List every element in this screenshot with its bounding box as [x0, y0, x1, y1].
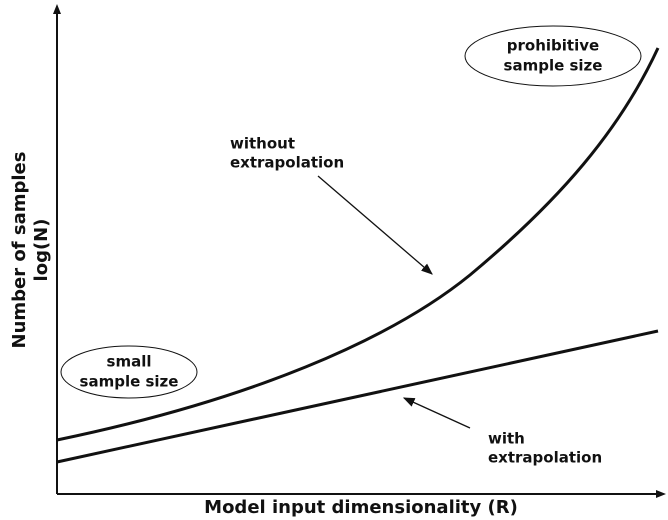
- annotation: extrapolation: [230, 154, 344, 172]
- annotation: without: [230, 135, 295, 153]
- annotation: with: [488, 430, 525, 448]
- arrow-without: [317, 175, 433, 275]
- y-axis-label: Number of samples: [9, 152, 30, 349]
- x-axis-label: Model input dimensionality (R): [204, 497, 518, 518]
- annotation: extrapolation: [488, 449, 602, 467]
- annotation: sample size: [504, 57, 603, 75]
- curve-with: [56, 329, 659, 464]
- axes: [53, 4, 666, 498]
- annotation: small: [107, 353, 152, 371]
- y-axis-label: log(N): [31, 219, 52, 282]
- annotation: sample size: [80, 373, 179, 391]
- curve-without: [56, 47, 660, 442]
- ellipse-small: [60, 345, 198, 399]
- ellipse-prohibitive: [464, 25, 642, 87]
- annotation: prohibitive: [507, 37, 599, 55]
- y-axis-arrow: [53, 4, 61, 14]
- arrow-with: [402, 397, 471, 429]
- x-axis-arrow: [656, 490, 666, 498]
